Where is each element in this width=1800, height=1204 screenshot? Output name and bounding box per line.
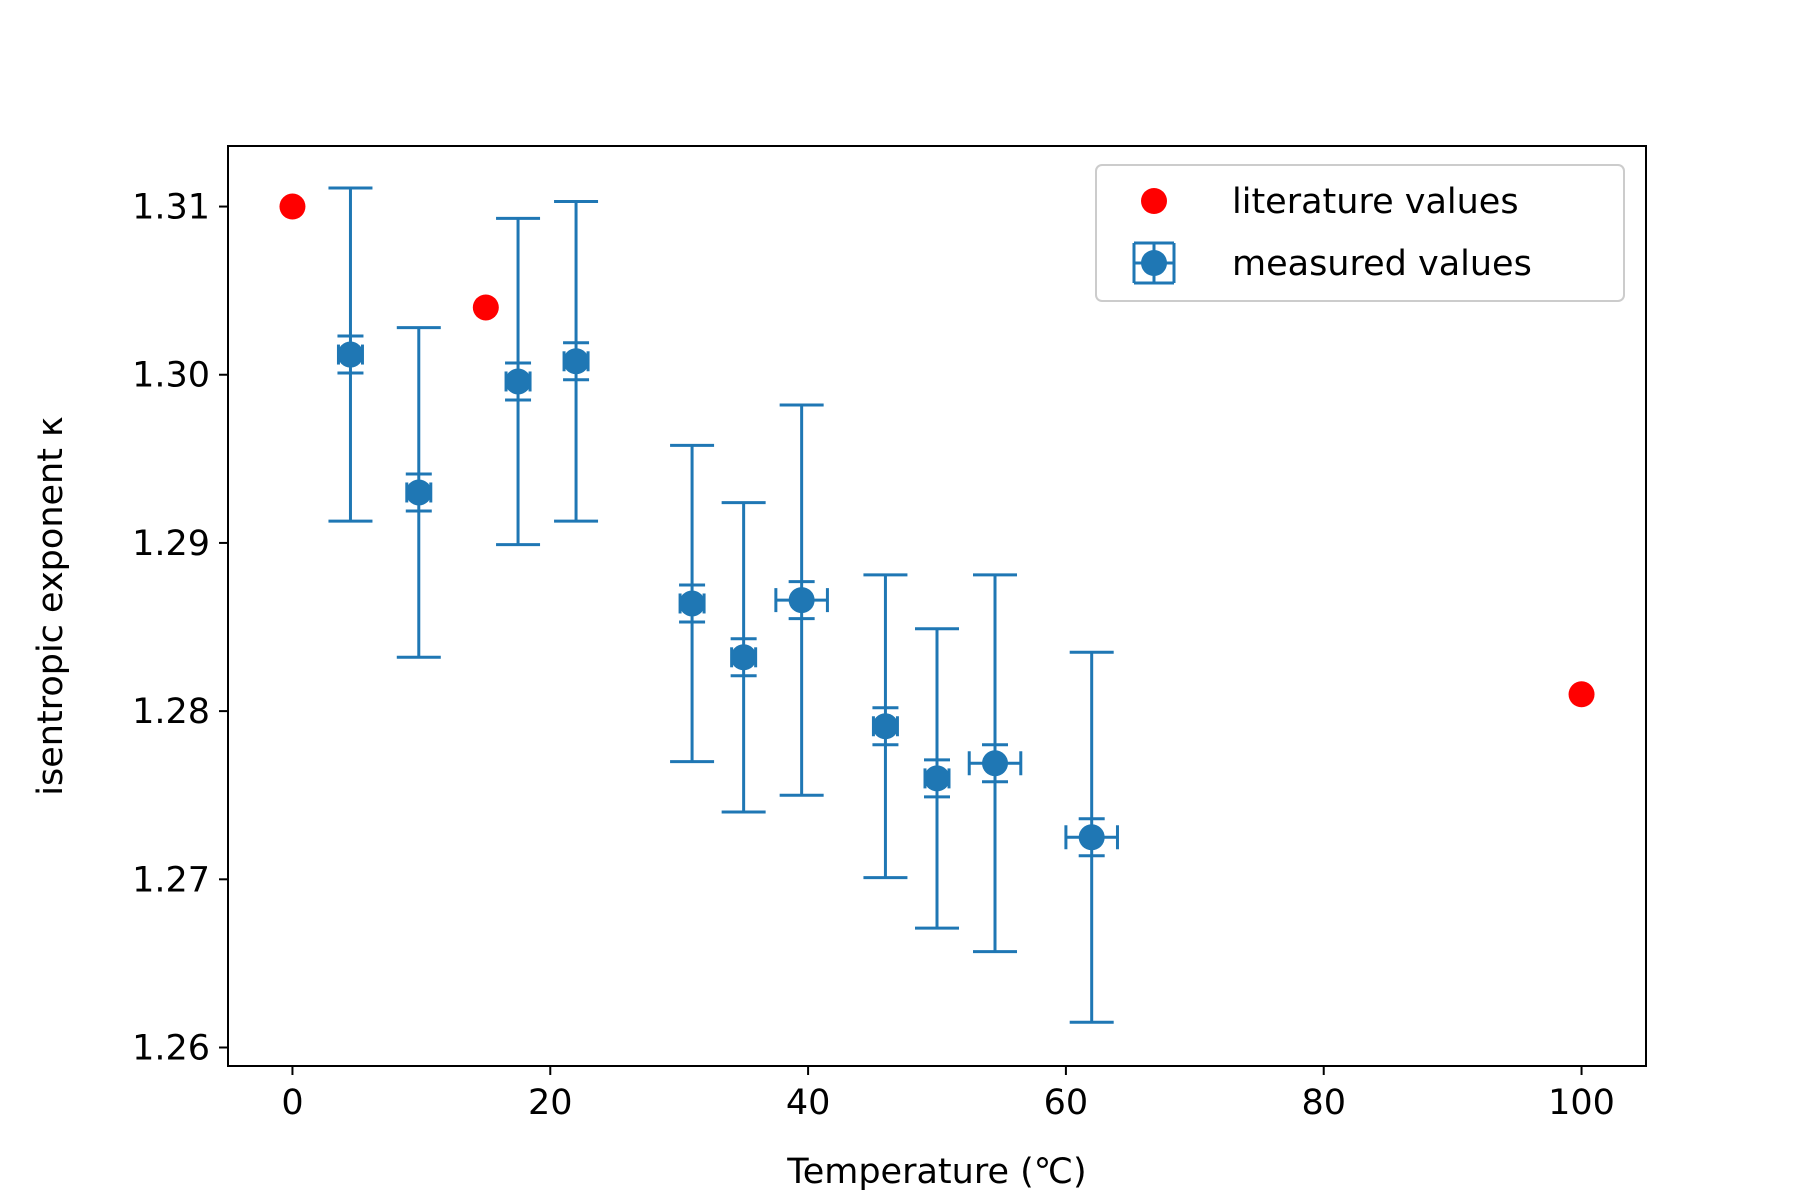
- measured-point: [982, 750, 1009, 777]
- measured-point: [679, 590, 706, 617]
- legend: literature values measured values: [1095, 164, 1625, 302]
- legend-label: measured values: [1232, 244, 1532, 284]
- y-axis-label: isentropic exponent κ: [31, 416, 71, 795]
- measured-point-group: [721, 501, 766, 814]
- y-tick-label: 1.28: [132, 692, 210, 732]
- legend-label: literature values: [1232, 182, 1519, 222]
- measured-point-group: [915, 627, 959, 930]
- measured-point-group: [1064, 650, 1119, 1024]
- measured-point: [788, 587, 815, 614]
- measured-point-group: [863, 573, 908, 880]
- measured-point: [563, 348, 590, 375]
- x-tick-label: 100: [1548, 1083, 1615, 1123]
- legend-marker: [1141, 250, 1167, 276]
- measured-point-group: [967, 573, 1023, 954]
- legend-marker: [1141, 188, 1167, 214]
- measured-point-group: [396, 326, 441, 659]
- measured-point-group: [774, 403, 829, 797]
- measured-point: [405, 479, 432, 506]
- measured-point-group: [328, 186, 373, 523]
- measured-point: [924, 765, 950, 792]
- y-tick-label: 1.29: [132, 524, 210, 564]
- measured-point: [337, 341, 364, 368]
- x-tick-label: 80: [1301, 1083, 1346, 1123]
- x-tick-label: 0: [281, 1083, 303, 1123]
- x-axis-label: Temperature (℃): [786, 1152, 1086, 1192]
- y-tick-label: 1.26: [132, 1028, 210, 1068]
- x-tick-label: 20: [528, 1083, 573, 1123]
- axes-frame: [227, 145, 1647, 1067]
- measured-point: [730, 644, 757, 671]
- literature-point: [279, 193, 306, 220]
- plot-area: 0 20 40 60 80 100 1.26 1.27 1.28 1.29 1.30 1.31: [132, 145, 1647, 1123]
- measured-point: [1078, 824, 1105, 851]
- legend-box: [1095, 164, 1625, 302]
- y-tick-label: 1.30: [132, 356, 210, 396]
- literature-point: [1568, 681, 1595, 708]
- y-tick-label: 1.27: [132, 860, 210, 900]
- x-tick-label: 60: [1044, 1083, 1089, 1123]
- measured-point-group: [554, 200, 599, 523]
- measured-point: [505, 368, 532, 395]
- literature-point: [472, 294, 499, 321]
- x-tick-label: 40: [786, 1083, 831, 1123]
- y-tick-label: 1.31: [132, 188, 210, 228]
- measured-point: [872, 713, 899, 740]
- measured-point-group: [496, 216, 541, 547]
- measured-point-group: [670, 443, 715, 764]
